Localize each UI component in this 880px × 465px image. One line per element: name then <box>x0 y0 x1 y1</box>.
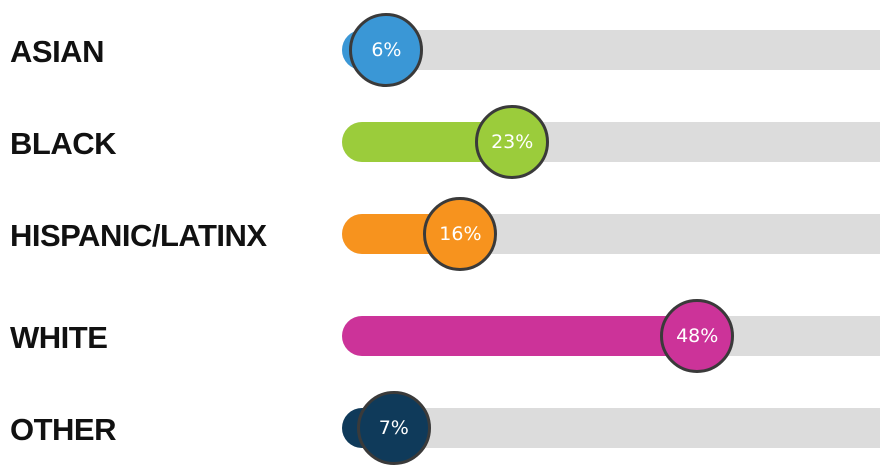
category-label: HISPANIC/LATINX <box>10 218 267 253</box>
bar-fill <box>342 316 698 356</box>
value-bubble: 6% <box>349 13 424 87</box>
category-label: OTHER <box>10 412 117 447</box>
category-label: BLACK <box>10 126 117 161</box>
category-label: WHITE <box>10 320 108 355</box>
category-label: ASIAN <box>10 34 104 69</box>
value-bubble: 23% <box>475 105 550 179</box>
value-bubble: 7% <box>356 391 431 465</box>
bar-track <box>342 122 880 162</box>
value-bubble: 48% <box>660 299 735 373</box>
bar-track <box>342 316 880 356</box>
bar-track <box>342 408 880 448</box>
value-bubble: 16% <box>423 197 498 271</box>
